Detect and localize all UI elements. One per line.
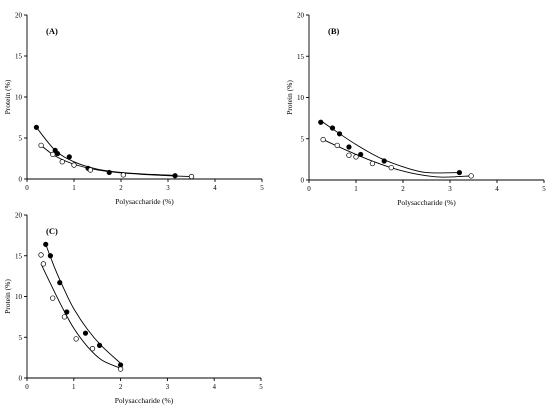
x-tick-label: 4 (495, 185, 499, 193)
x-tick-label: 0 (25, 184, 29, 192)
y-tick-label: 20 (297, 12, 305, 20)
x-tick-label: 4 (213, 184, 217, 192)
data-point-open (320, 136, 326, 143)
x-axis-label: Polysaccharide (%) (115, 396, 174, 405)
chart-panel-a: 0 1 2 3 4 5 0 5 10 15 20 Polysaccharide (%) Protein … (3, 12, 264, 207)
data-point-filled (82, 330, 89, 336)
data-point-filled (96, 342, 103, 349)
x-axis-label: Polysaccharide (%) (397, 198, 456, 207)
y-tick-label: 5 (19, 334, 23, 342)
fit-curve-filled (45, 244, 121, 364)
panel-label: (A) (46, 26, 58, 36)
fit-curve-open (40, 145, 192, 177)
x-tick-label: 1 (72, 383, 76, 391)
data-point-open (120, 172, 126, 178)
data-point-open (50, 295, 56, 301)
data-point-filled (66, 154, 72, 160)
y-axis-label: Protein (%) (3, 279, 12, 314)
data-point-filled (106, 169, 112, 176)
data-point-filled (47, 253, 54, 259)
data-point-filled (336, 131, 343, 137)
data-point-open (369, 160, 376, 167)
fit-curve-open (322, 139, 472, 178)
data-point-open (346, 152, 352, 158)
data-point-open (89, 346, 96, 352)
x-tick-label: 5 (260, 184, 264, 192)
data-point-open (40, 261, 47, 267)
data-point-open (38, 252, 44, 258)
data-point-filled (346, 144, 352, 150)
x-tick-label: 0 (25, 383, 29, 391)
x-tick-label: 4 (212, 383, 216, 391)
y-tick-label: 0 (19, 176, 23, 184)
data-point-filled (329, 125, 336, 131)
data-point-filled (54, 150, 61, 157)
x-tick-label: 2 (401, 185, 405, 193)
data-point-open (71, 162, 77, 168)
data-point-open (87, 167, 94, 173)
y-tick-label: 10 (297, 94, 305, 102)
y-tick-label: 5 (19, 135, 23, 143)
data-point-filled (456, 169, 463, 176)
y-tick-label: 20 (15, 212, 23, 220)
y-tick-label: 15 (297, 53, 305, 61)
data-point-filled (318, 119, 324, 125)
x-tick-label: 2 (119, 184, 123, 192)
panel-label: (B) (328, 26, 340, 36)
y-tick-label: 10 (15, 94, 23, 102)
fit-curve-filled (320, 120, 460, 174)
data-point-open (468, 173, 474, 179)
panel-label: (C) (46, 226, 58, 236)
x-tick-label: 0 (307, 185, 311, 193)
fit-curve-open (40, 263, 121, 369)
data-point-open (61, 314, 68, 320)
data-point-filled (57, 280, 63, 286)
y-tick-label: 0 (19, 375, 23, 383)
data-point-open (73, 336, 79, 342)
y-axis-label: Protein (%) (3, 79, 12, 114)
y-axis-label: Protein (%) (285, 80, 294, 115)
data-point-filled (33, 124, 40, 130)
x-tick-label: 3 (166, 383, 170, 391)
chart-panel-b: 0 1 2 3 4 5 0 5 10 15 20 Polysaccharide (%) Protein … (285, 12, 546, 208)
y-tick-label: 15 (15, 252, 23, 260)
x-tick-label: 2 (119, 383, 123, 391)
x-axis-label: Polysaccharide (%) (115, 197, 174, 206)
data-point-open (117, 366, 124, 372)
data-point-open (59, 159, 65, 165)
data-point-open (334, 142, 340, 149)
chart-panel-c: 0 1 2 3 4 5 0 5 10 15 20 Polysaccharide (%) Protein … (3, 212, 263, 406)
x-tick-label: 5 (542, 185, 546, 193)
x-tick-label: 5 (259, 383, 263, 391)
data-point-filled (43, 241, 49, 247)
x-tick-label: 1 (354, 185, 358, 193)
y-tick-label: 20 (15, 12, 23, 20)
data-point-open (353, 154, 359, 160)
data-point-open (50, 151, 56, 158)
data-point-open (188, 173, 195, 180)
y-tick-label: 0 (301, 177, 305, 185)
x-tick-label: 3 (448, 185, 452, 193)
data-point-open (388, 164, 394, 171)
data-point-open (38, 142, 44, 149)
x-tick-label: 3 (166, 184, 170, 192)
y-tick-label: 10 (15, 293, 23, 301)
y-tick-label: 5 (301, 135, 305, 143)
data-point-filled (381, 158, 387, 164)
x-tick-label: 1 (72, 184, 76, 192)
y-tick-label: 15 (15, 53, 23, 61)
